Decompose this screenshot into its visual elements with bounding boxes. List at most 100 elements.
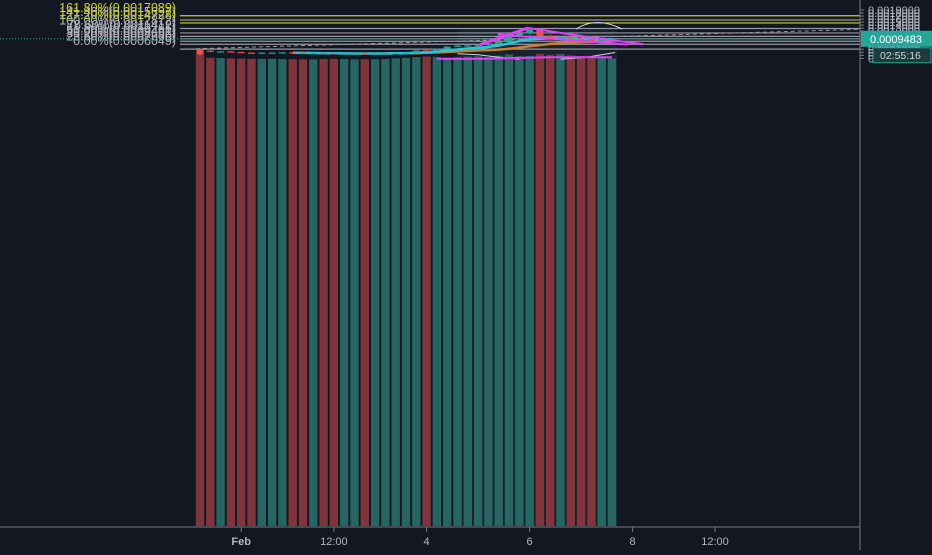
candle-body[interactable] [464, 45, 472, 47]
candle-body[interactable] [351, 53, 358, 55]
candle-body[interactable] [381, 53, 389, 55]
candle-body[interactable] [598, 39, 606, 41]
price-tick-label: 0.0016000 [868, 14, 920, 26]
candle-body[interactable] [557, 36, 564, 39]
volume-bar [206, 57, 215, 527]
volume-bar [257, 58, 266, 527]
volume-bar [391, 58, 400, 526]
candle-body[interactable] [423, 50, 431, 52]
volume-bar [309, 59, 318, 527]
volume-bar [267, 58, 277, 526]
candle-body[interactable] [577, 38, 585, 40]
candle-body[interactable] [309, 52, 317, 55]
candle-body[interactable] [505, 35, 513, 42]
price-tick-label: 0.0015000 [868, 17, 920, 29]
candle-body[interactable] [299, 52, 307, 54]
volume-bar [525, 55, 534, 527]
volume-bar [515, 56, 524, 527]
volume-bar [484, 57, 493, 526]
trend-line[interactable] [497, 33, 629, 46]
candle-body[interactable] [412, 50, 420, 53]
candle-body[interactable] [278, 52, 286, 54]
trend-line[interactable] [479, 26, 530, 46]
volume-bar [340, 59, 349, 527]
candle-body[interactable] [515, 33, 523, 36]
volume-bar [422, 56, 431, 526]
volume-bar [370, 59, 380, 526]
candle-body[interactable] [536, 29, 544, 36]
fib-level-label: 161.80%(0.0017089) [59, 1, 176, 15]
candle-body[interactable] [433, 48, 441, 51]
fib-level-label: 50.00%(0.0009461) [66, 24, 176, 38]
candle-body[interactable] [443, 46, 451, 49]
volume-bar [360, 59, 369, 526]
candle-body[interactable] [227, 51, 235, 53]
volume-bar [535, 53, 545, 527]
trend-line[interactable] [526, 26, 593, 39]
candle-body[interactable] [237, 52, 245, 54]
volume-bar [381, 58, 390, 527]
candle-body[interactable] [484, 43, 492, 46]
volume-bar [556, 54, 565, 526]
volume-bar [401, 57, 411, 527]
volume-bar [607, 58, 617, 526]
candle-body[interactable] [248, 52, 255, 54]
time-tick-label: 8 [630, 536, 636, 548]
fib-level-label: 61.80%(0.0010266) [66, 21, 176, 35]
time-tick-label: 12:00 [701, 536, 729, 548]
arc-drawing [575, 22, 623, 30]
volume-bar [298, 59, 308, 526]
volume-bar [412, 57, 421, 526]
fib-level-label: 100.00%(0.0012872) [59, 14, 176, 28]
candle-body[interactable] [371, 53, 379, 56]
candle-body[interactable] [361, 53, 369, 55]
candle-body[interactable] [454, 45, 461, 47]
candle-body[interactable] [206, 50, 214, 53]
volume-bar [546, 54, 555, 527]
candle-body[interactable] [268, 52, 276, 54]
trend-line[interactable] [590, 36, 644, 46]
volume-bar [195, 54, 205, 526]
time-tick-label: Feb [231, 536, 251, 548]
price-tick-label: 0.0014000 [868, 20, 920, 32]
candle-body[interactable] [340, 53, 348, 55]
fib-level-label: 23.60%(0.0007660) [66, 29, 176, 43]
volume-bar [504, 54, 514, 526]
volume-bar [453, 57, 462, 526]
volume-bar [473, 56, 483, 527]
volume-ma-line [436, 56, 612, 60]
candle-body[interactable] [546, 35, 554, 38]
candle-body[interactable] [196, 48, 204, 55]
volume-bar [463, 56, 472, 526]
candle-body[interactable] [330, 53, 338, 55]
time-tick-label: 4 [424, 536, 430, 548]
candle-body[interactable] [258, 52, 266, 54]
candle-body[interactable] [320, 52, 328, 55]
dashed-trend-line [181, 28, 861, 50]
candle-body[interactable] [567, 36, 575, 39]
candle-body[interactable] [526, 29, 534, 34]
fib-level-label: 127.20%(0.0014728) [59, 8, 176, 22]
candle-body[interactable] [474, 45, 482, 47]
fib-level-label: 38.20%(0.0008656) [66, 26, 176, 40]
candle-body[interactable] [402, 52, 410, 55]
fib-level-label: 0.00%(0.0006049) [73, 34, 176, 48]
volume-bar [597, 56, 606, 526]
volume-bar [329, 59, 339, 526]
candle-body[interactable] [217, 51, 225, 53]
countdown-tag [872, 47, 932, 64]
candle-body[interactable] [289, 52, 297, 54]
candle-body[interactable] [392, 53, 400, 55]
volume-bar [278, 59, 287, 526]
candle-body[interactable] [587, 39, 595, 41]
volume-bar [576, 56, 586, 526]
price-tick-label: 0.0017000 [868, 11, 920, 23]
volume-bar [237, 58, 246, 527]
price-tick-label: 0.0019000 [868, 5, 920, 17]
volume-bar [587, 58, 596, 526]
countdown-label: 02:55:16 [880, 50, 921, 62]
time-tick-label: 12:00 [320, 536, 348, 548]
candle-body[interactable] [495, 41, 503, 44]
